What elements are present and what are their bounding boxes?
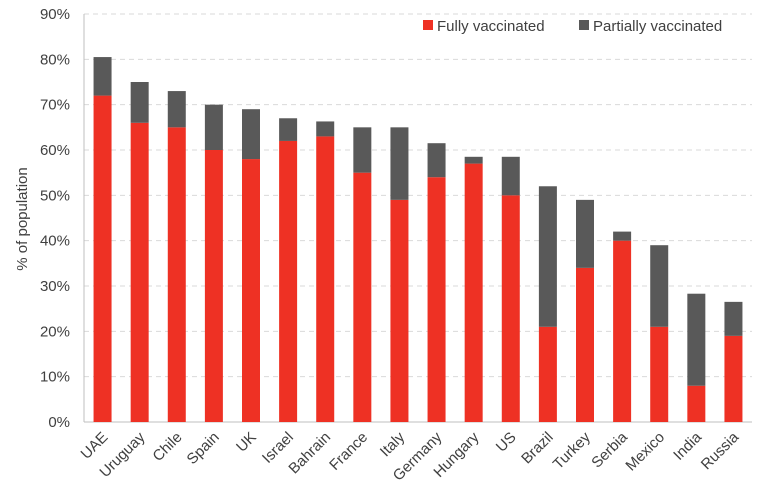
legend-swatch-fully-vaccinated [423,20,433,30]
y-tick-label: 0% [48,414,70,431]
bar-partially-vaccinated-france [353,127,372,173]
bar-fully-vaccinated-uruguay [130,122,149,423]
x-category-label: Italy [377,428,409,460]
bar-fully-vaccinated-israel [279,140,298,422]
bar-fully-vaccinated-mexico [650,326,669,422]
legend-label-partially-vaccinated: Partially vaccinated [593,18,722,35]
bar-fully-vaccinated-uae [93,95,112,422]
bar-partially-vaccinated-turkey [576,199,594,268]
bars [93,57,743,423]
bar-partially-vaccinated-us [501,156,520,196]
bar-fully-vaccinated-france [353,172,372,422]
bar-fully-vaccinated-germany [427,177,446,422]
y-axis-title: % of population [14,167,31,270]
y-axis-ticks: 0% 10% 20% 30% 40% 50% 60% 70% 80% 90% [40,6,70,431]
legend-swatch-partially-vaccinated [579,20,589,30]
x-category-label: UK [233,429,260,456]
x-category-label: France [326,429,371,474]
x-category-label: UAE [78,429,112,463]
y-tick-label: 90% [40,6,70,23]
bar-fully-vaccinated-russia [724,335,743,422]
bar-fully-vaccinated-chile [167,127,186,422]
bar-fully-vaccinated-spain [204,150,223,422]
y-tick-label: 30% [40,278,70,295]
y-tick-label: 80% [40,51,70,68]
bar-partially-vaccinated-hungary [464,156,483,164]
bar-partially-vaccinated-russia [724,301,743,336]
x-category-label: Turkey [550,428,594,472]
bar-partially-vaccinated-spain [204,104,223,150]
bar-fully-vaccinated-italy [390,199,409,422]
bar-fully-vaccinated-india [687,385,706,422]
legend-label-fully-vaccinated: Fully vaccinated [437,18,545,35]
bar-partially-vaccinated-serbia [613,231,632,241]
bar-partially-vaccinated-uk [242,109,260,160]
x-category-label: US [493,429,520,456]
bar-fully-vaccinated-brazil [538,326,557,422]
x-category-label: Bahrain [285,429,334,478]
bar-partially-vaccinated-italy [390,127,409,200]
y-tick-label: 10% [40,369,70,386]
y-tick-label: 50% [40,187,70,204]
x-category-label: Mexico [622,429,668,475]
y-tick-label: 60% [40,142,70,159]
bar-partially-vaccinated-israel [279,118,298,141]
bar-partially-vaccinated-chile [167,91,186,128]
bar-partially-vaccinated-uae [93,57,112,96]
bar-fully-vaccinated-hungary [464,163,483,422]
x-category-label: Spain [184,429,223,468]
y-tick-label: 70% [40,97,70,114]
y-tick-label: 20% [40,323,70,340]
bar-partially-vaccinated-india [687,293,706,386]
legend: Fully vaccinated Partially vaccinated [423,18,722,35]
bar-partially-vaccinated-bahrain [316,121,335,137]
bar-partially-vaccinated-germany [427,143,446,178]
bar-fully-vaccinated-us [501,195,520,422]
bar-fully-vaccinated-serbia [613,240,632,422]
bar-fully-vaccinated-uk [242,159,260,423]
x-category-label: Russia [698,428,743,473]
y-tick-label: 40% [40,233,70,250]
gridlines [83,13,752,423]
bar-fully-vaccinated-bahrain [316,136,335,422]
x-category-label: Chile [149,429,185,465]
bar-fully-vaccinated-turkey [576,267,594,422]
bar-partially-vaccinated-mexico [650,245,669,327]
bar-partially-vaccinated-uruguay [130,82,149,123]
bar-partially-vaccinated-brazil [538,186,557,327]
